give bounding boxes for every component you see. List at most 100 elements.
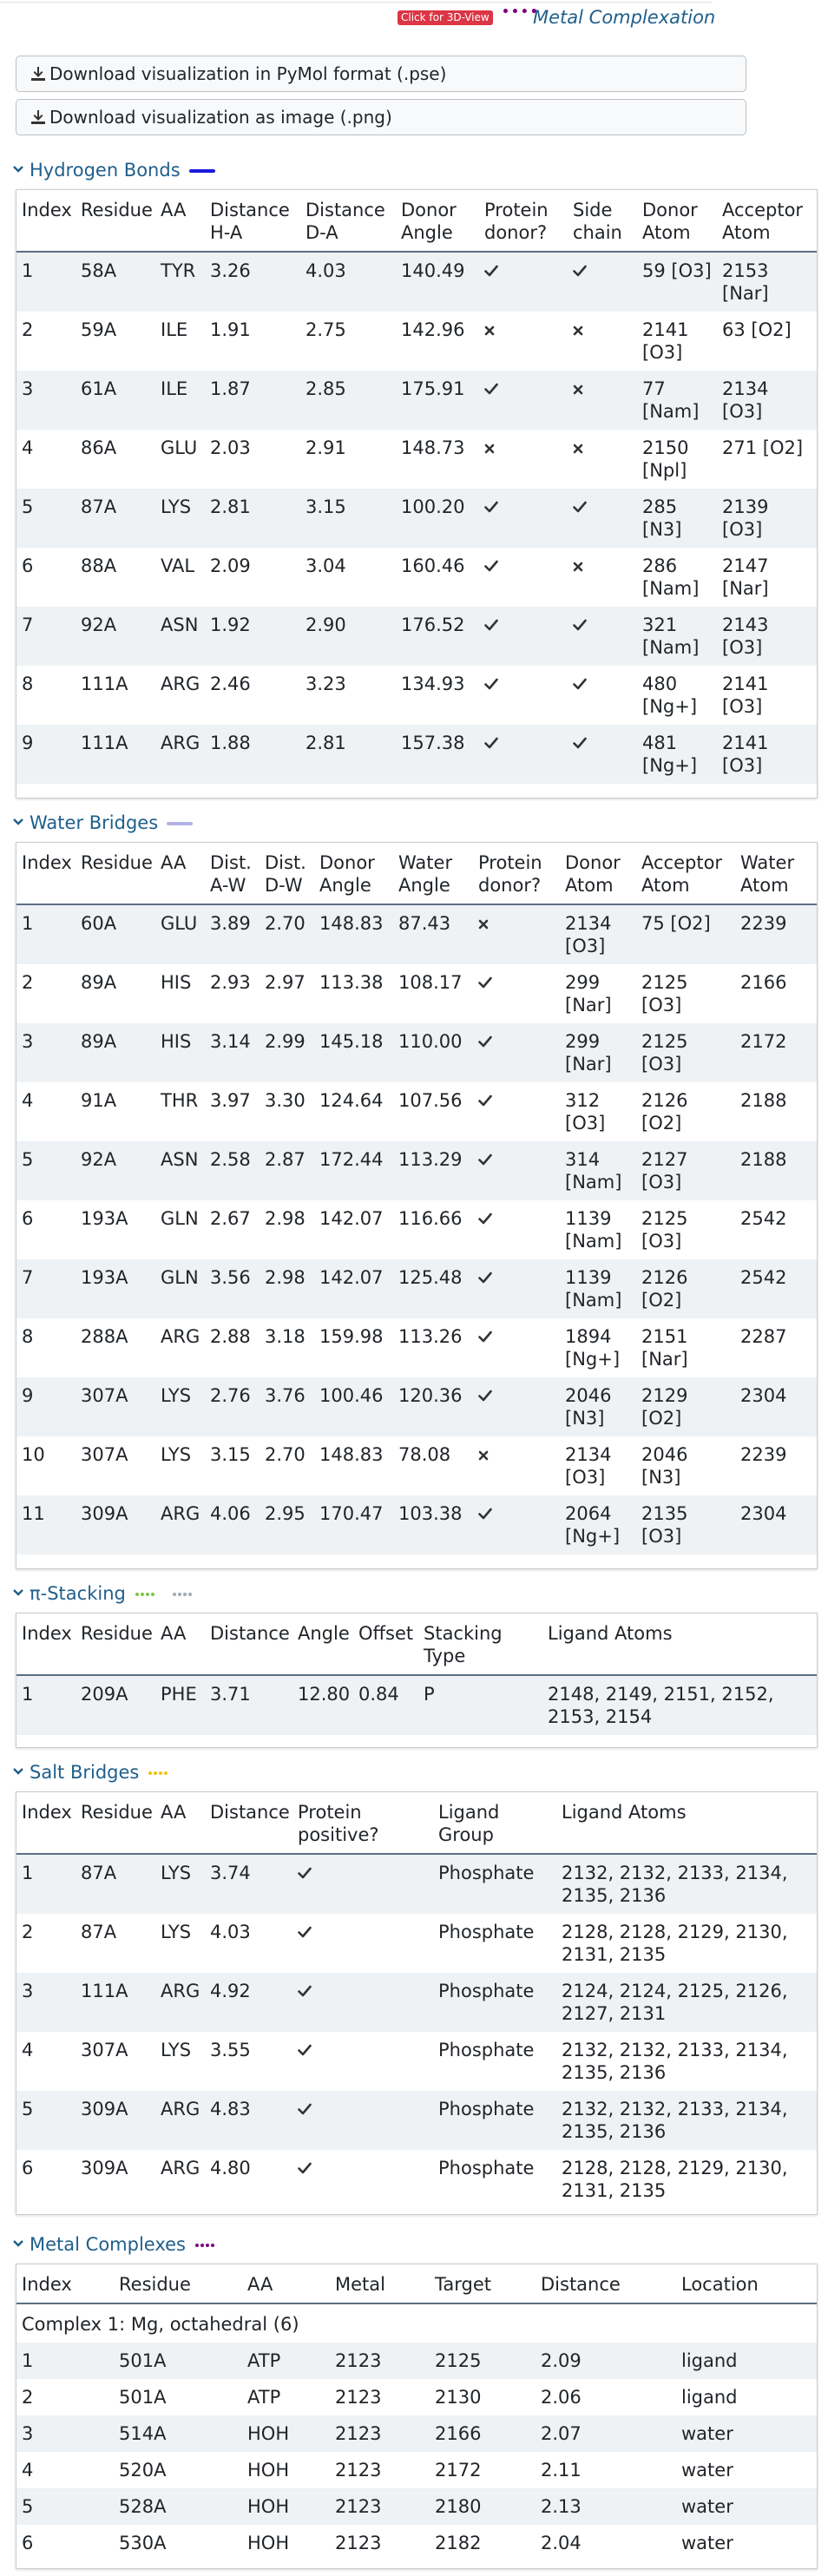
- hydrogen-bond-row: 7 92A ASN 1.92 2.90 176.52 321 [Nam] 2143 [O3]: [16, 607, 817, 666]
- table-cell: 2141 [O3]: [722, 674, 769, 717]
- table-cell: 2132, 2132, 2133, 2134, 2135, 2136: [562, 2040, 788, 2083]
- column-header[interactable]: Ligand Atoms: [556, 1792, 817, 1855]
- pi-stacking-table: Index Residue AA Distance Angle Offset Stackin…: [16, 1613, 817, 1735]
- salt-bridges-toggle[interactable]: Salt Bridges: [12, 1760, 182, 1784]
- column-header[interactable]: Water Atom: [735, 843, 817, 905]
- column-header[interactable]: Metal: [330, 2264, 430, 2304]
- water-bridges-table: Index Residue AA Dist. A-W Dist. D-W Donor An…: [16, 843, 817, 1554]
- column-header[interactable]: Target: [430, 2264, 536, 2304]
- column-header[interactable]: Residue: [76, 843, 155, 905]
- column-header[interactable]: Residue: [76, 190, 155, 253]
- table-cell: 148.83: [314, 904, 393, 964]
- column-header[interactable]: Ligand Group: [433, 1792, 556, 1855]
- download-png-button[interactable]: Download visualization as image (.png): [16, 99, 746, 135]
- column-header[interactable]: Donor Angle: [396, 190, 479, 253]
- column-header[interactable]: Protein donor?: [473, 843, 560, 905]
- download-pse-button[interactable]: Download visualization in PyMol format (…: [16, 56, 746, 92]
- table-cell: 12.80: [292, 1675, 353, 1735]
- column-header[interactable]: Donor Atom: [560, 843, 636, 905]
- column-header[interactable]: Offset: [353, 1613, 418, 1676]
- column-header[interactable]: Distance: [205, 1792, 292, 1855]
- table-cell: LYS: [161, 2040, 192, 2060]
- column-header[interactable]: Dist. D-W: [260, 843, 314, 905]
- column-header[interactable]: Residue: [76, 1613, 155, 1676]
- table-cell: 124.64: [319, 1090, 384, 1111]
- table-cell: [473, 1495, 560, 1554]
- table-cell: ARG: [161, 2158, 200, 2178]
- legend-dot: [172, 1593, 176, 1596]
- table-cell: 4.92: [205, 1973, 292, 2032]
- table-cell: ATP: [247, 2387, 281, 2408]
- column-header[interactable]: Index: [16, 1613, 76, 1676]
- column-header[interactable]: AA: [155, 1792, 205, 1855]
- table-cell: [479, 666, 568, 725]
- column-header[interactable]: Stacking Type: [418, 1613, 542, 1676]
- column-header[interactable]: AA: [155, 843, 205, 905]
- column-header[interactable]: Distance H-A: [205, 190, 300, 253]
- column-header[interactable]: Location: [676, 2264, 817, 2304]
- column-header[interactable]: Index: [16, 2264, 114, 2304]
- column-header[interactable]: Index: [16, 1792, 76, 1855]
- table-cell: 175.91: [396, 371, 479, 430]
- table-cell: [568, 489, 637, 548]
- view-3d-badge[interactable]: Click for 3D-View: [398, 10, 493, 25]
- column-header[interactable]: Ligand Atoms: [542, 1613, 817, 1676]
- table-cell: HIS: [161, 972, 192, 993]
- table-cell: 1: [16, 252, 76, 312]
- table-cell: 2046 [N3]: [641, 1444, 688, 1488]
- table-cell: 3.15: [210, 1444, 251, 1465]
- table-cell: 2141 [O3]: [717, 725, 817, 784]
- column-header[interactable]: Angle: [292, 1613, 353, 1676]
- table-cell: 2.67: [210, 1208, 251, 1229]
- pi-stacking-toggle[interactable]: π-Stacking: [12, 1581, 207, 1606]
- check-icon: [478, 1384, 492, 1407]
- table-cell: 299 [Nar]: [565, 972, 612, 1015]
- table-cell: 87A: [76, 1854, 155, 1914]
- column-header[interactable]: Index: [16, 843, 76, 905]
- column-header[interactable]: Donor Angle: [314, 843, 393, 905]
- column-header[interactable]: Donor Atom: [637, 190, 717, 253]
- column-header[interactable]: Acceptor Atom: [636, 843, 735, 905]
- hydrogen-bond-line-icon: [188, 169, 215, 173]
- table-cell: 2.97: [265, 972, 306, 993]
- table-cell: [479, 371, 568, 430]
- column-header[interactable]: Dist. A-W: [205, 843, 260, 905]
- table-cell: 501A: [119, 2387, 167, 2408]
- table-cell: 2127 [O3]: [636, 1141, 735, 1200]
- table-cell: ligand: [676, 2343, 817, 2379]
- table-cell: 514A: [114, 2415, 242, 2452]
- table-cell: water: [681, 2533, 733, 2553]
- metal-complexes-toggle[interactable]: Metal Complexes: [12, 2232, 229, 2257]
- table-cell: 2.76: [205, 1377, 260, 1436]
- table-cell: 2123: [330, 2343, 430, 2379]
- column-header[interactable]: Distance D-A: [300, 190, 396, 253]
- water-bridge-line-icon: [167, 822, 194, 825]
- column-header[interactable]: Protein donor?: [479, 190, 568, 253]
- table-cell: 3.56: [205, 1259, 260, 1318]
- column-header[interactable]: Residue: [114, 2264, 242, 2304]
- cross-icon: [478, 1443, 489, 1466]
- salt-bridge-row: 6 309A ARG 4.80 Phosphate 2128, 2128, 2129, 2…: [16, 2150, 817, 2209]
- hydrogen-bonds-toggle[interactable]: Hydrogen Bonds: [12, 158, 215, 182]
- column-header[interactable]: Residue: [76, 1792, 155, 1855]
- table-cell: 312 [O3]: [565, 1090, 606, 1134]
- table-cell: 5: [16, 2488, 114, 2525]
- column-header[interactable]: Distance: [205, 1613, 292, 1676]
- water-bridges-toggle[interactable]: Water Bridges: [12, 811, 194, 835]
- column-header[interactable]: AA: [155, 190, 205, 253]
- column-header[interactable]: Protein positive?: [292, 1792, 433, 1855]
- column-header[interactable]: Distance: [536, 2264, 676, 2304]
- table-cell: 113.29: [393, 1141, 473, 1200]
- column-header[interactable]: AA: [242, 2264, 330, 2304]
- column-header[interactable]: Index: [16, 190, 76, 253]
- column-header[interactable]: AA: [155, 1613, 205, 1676]
- top-divider: [0, 2, 712, 3]
- table-cell: 2: [22, 972, 34, 993]
- column-header[interactable]: Acceptor Atom: [717, 190, 817, 253]
- column-header[interactable]: Side chain: [568, 190, 637, 253]
- table-cell: 3.23: [306, 674, 346, 694]
- table-cell: [479, 489, 568, 548]
- column-header[interactable]: Water Angle: [393, 843, 473, 905]
- table-cell: ARG: [155, 725, 205, 784]
- table-cell: 2151 [Nar]: [641, 1326, 688, 1370]
